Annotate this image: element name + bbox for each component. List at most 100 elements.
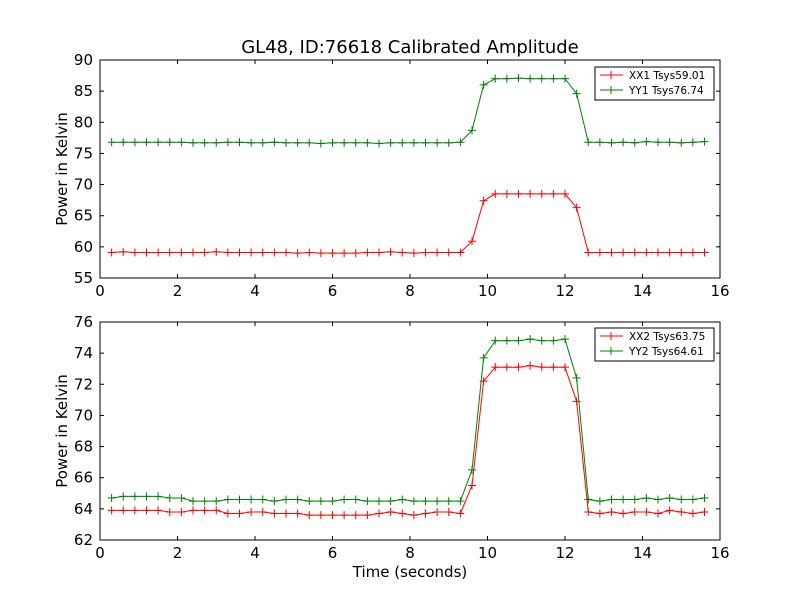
data-point-marker [130, 138, 139, 147]
data-point-marker [572, 89, 581, 98]
x-tick-label: 10 [478, 544, 497, 562]
data-point-marker [619, 509, 628, 518]
y-tick-label: 74 [74, 344, 93, 362]
data-point-marker [421, 138, 430, 147]
data-point-marker [293, 249, 302, 258]
data-point-marker [561, 363, 569, 372]
data-point-marker [340, 511, 349, 520]
y-tick-label: 85 [74, 82, 93, 100]
data-point-marker [316, 139, 325, 148]
data-point-marker [584, 138, 593, 147]
data-point-marker [456, 248, 465, 257]
data-point-marker [572, 203, 581, 212]
data-point-marker [258, 138, 267, 147]
data-point-marker [595, 497, 604, 506]
data-point-marker [282, 509, 290, 518]
x-tick-label: 6 [328, 282, 338, 300]
data-point-marker [537, 336, 546, 345]
data-point-marker [642, 248, 651, 257]
data-point-marker [270, 509, 279, 518]
data-point-marker [584, 248, 593, 257]
data-point-marker [258, 507, 267, 516]
data-point-marker [595, 248, 604, 257]
x-axis-label: Time (seconds) [352, 563, 468, 581]
y-tick-label: 66 [74, 469, 93, 487]
data-point-marker [444, 497, 453, 506]
series-line-1 [111, 193, 705, 254]
data-point-marker [119, 506, 128, 515]
data-point-marker [142, 138, 151, 147]
x-tick-label: 6 [328, 544, 338, 562]
data-point-marker [375, 497, 383, 506]
data-point-marker [595, 138, 604, 147]
data-point-marker [433, 497, 442, 506]
data-point-marker [456, 509, 465, 518]
data-point-marker [595, 509, 604, 518]
data-point-marker [607, 138, 616, 147]
data-point-marker [491, 189, 500, 198]
data-point-marker [677, 138, 686, 147]
data-point-marker [456, 138, 465, 147]
data-point-marker [154, 138, 163, 147]
x-tick-label: 2 [173, 544, 183, 562]
data-point-marker [363, 248, 372, 257]
data-point-marker [549, 189, 558, 198]
series-line-1 [111, 365, 705, 516]
data-point-marker [561, 189, 569, 198]
data-point-marker [316, 511, 325, 520]
data-point-marker [421, 497, 430, 506]
legend: XX1 Tsys59.01 YY1 Tsys76.74 [594, 66, 715, 101]
data-point-marker [293, 138, 302, 147]
data-point-marker [700, 137, 709, 146]
data-point-marker [398, 248, 407, 257]
data-point-marker [688, 138, 697, 147]
data-point-marker [444, 138, 453, 147]
data-point-marker [130, 506, 139, 515]
data-point-marker [154, 506, 163, 515]
data-point-marker [537, 74, 546, 83]
data-point-marker [177, 507, 186, 516]
data-point-marker [130, 492, 139, 501]
data-point-marker [107, 493, 116, 502]
data-point-marker [665, 506, 674, 515]
data-point-marker [200, 497, 209, 506]
data-point-marker [200, 506, 209, 515]
data-point-marker [247, 495, 256, 504]
legend-entry-label: XX2 Tsys63.75 [629, 331, 705, 343]
data-point-marker [654, 509, 662, 518]
data-point-marker [119, 247, 128, 256]
x-tick-label: 0 [95, 544, 105, 562]
data-point-marker [607, 495, 616, 504]
data-point-marker [328, 511, 337, 520]
data-point-marker [468, 481, 476, 490]
data-point-marker [421, 509, 430, 518]
data-point-marker [375, 509, 383, 518]
data-point-marker [189, 497, 197, 506]
data-point-marker [177, 493, 186, 502]
data-point-marker [409, 511, 418, 520]
legend-swatch-marker [607, 86, 615, 94]
data-point-marker [491, 336, 500, 345]
data-point-marker [270, 248, 279, 257]
data-point-marker [340, 138, 349, 147]
data-point-marker [316, 497, 325, 506]
y-tick-label: 68 [74, 438, 93, 456]
series-markers-1 [107, 361, 709, 520]
data-point-marker [502, 336, 511, 345]
legend: XX2 Tsys63.75 YY2 Tsys64.61 [594, 327, 715, 362]
data-point-marker [107, 248, 116, 257]
y-tick-label: 72 [74, 375, 93, 393]
data-point-marker [305, 497, 314, 506]
data-point-marker [386, 497, 395, 506]
data-point-marker [514, 363, 523, 372]
data-point-marker [433, 507, 442, 516]
data-point-marker [351, 495, 360, 504]
data-point-marker [223, 138, 232, 147]
data-point-marker [491, 363, 500, 372]
data-point-marker [305, 138, 314, 147]
x-tick-label: 12 [555, 544, 574, 562]
data-point-marker [630, 495, 639, 504]
data-point-marker [189, 138, 197, 147]
data-point-marker [677, 507, 686, 516]
